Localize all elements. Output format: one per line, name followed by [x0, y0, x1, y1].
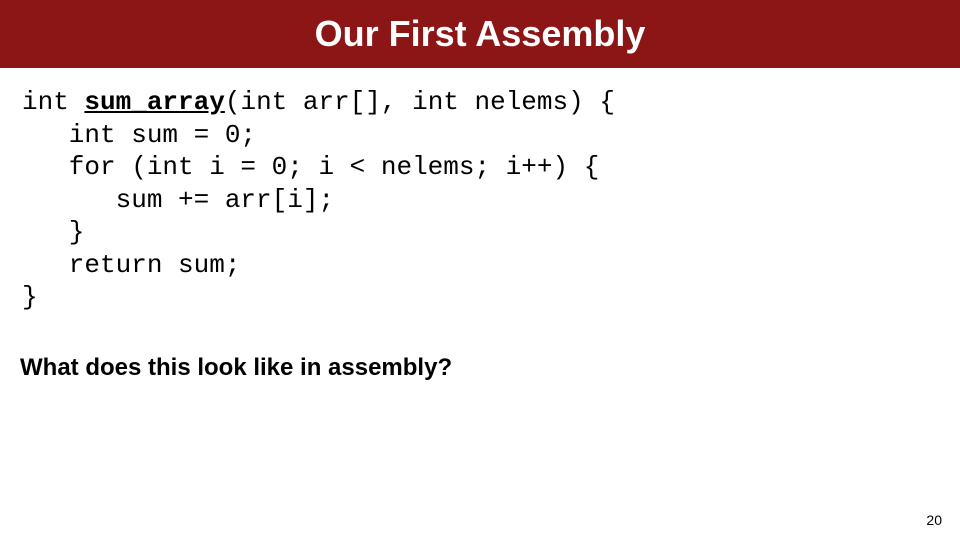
question-text: What does this look like in assembly? — [0, 314, 960, 382]
code-line-2: int sum = 0; — [22, 120, 256, 150]
code-line-3: for (int i = 0; i < nelems; i++) { — [22, 152, 599, 182]
code-function-name: sum_array — [84, 87, 224, 117]
code-block: int sum_array(int arr[], int nelems) { i… — [0, 68, 960, 314]
page-number: 20 — [926, 512, 942, 528]
code-signature-rest: (int arr[], int nelems) { — [225, 87, 615, 117]
code-line-4: sum += arr[i]; — [22, 185, 334, 215]
title-bar: Our First Assembly — [0, 0, 960, 68]
code-return-type: int — [22, 87, 84, 117]
code-line-5: } — [22, 217, 84, 247]
code-line-7: } — [22, 282, 38, 312]
slide-title: Our First Assembly — [315, 13, 646, 55]
code-line-6: return sum; — [22, 250, 240, 280]
